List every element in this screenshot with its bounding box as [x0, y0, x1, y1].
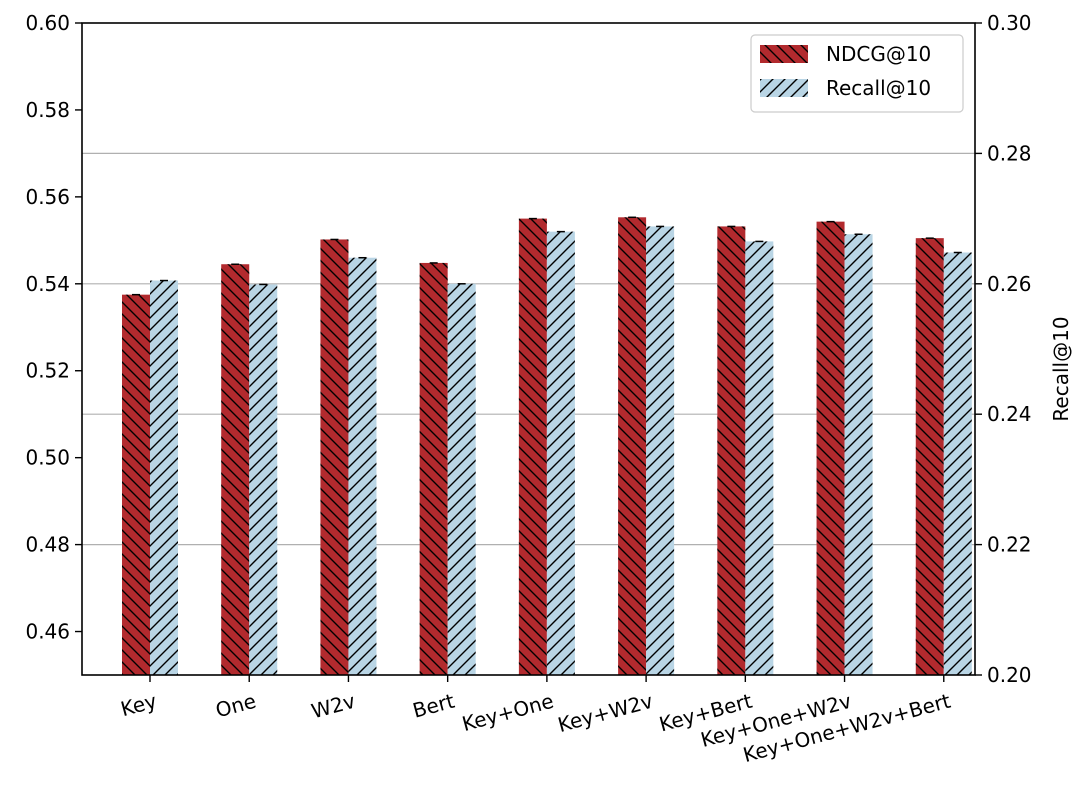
bar-hatch: [844, 234, 873, 676]
bar-hatch: [518, 218, 547, 675]
left-y-axis: 0.46 0.48 0.50 0.52 0.54 0.56 0.58 0.60: [25, 11, 82, 644]
bar-hatch: [646, 226, 675, 675]
plot-frame: [81, 22, 976, 676]
bar-hatch: [447, 283, 476, 675]
bars: [122, 216, 972, 676]
left-tick-label: 0.60: [25, 11, 70, 35]
x-tick-label: Bert: [410, 689, 457, 723]
bar-hatch: [717, 226, 746, 675]
bar-hatch: [249, 284, 278, 675]
x-tick-label: W2v: [309, 689, 358, 724]
left-tick-label: 0.56: [25, 185, 70, 209]
right-tick-label: 0.28: [987, 141, 1032, 165]
right-tick-label: 0.20: [987, 663, 1032, 687]
right-tick-label: 0.30: [987, 11, 1032, 35]
bar-hatch: [915, 238, 944, 675]
left-tick-label: 0.48: [25, 533, 70, 557]
x-tick-label: Key+W2v: [555, 689, 655, 737]
bar-hatch: [150, 280, 178, 675]
left-tick-label: 0.52: [25, 359, 70, 383]
left-tick-label: 0.54: [25, 272, 70, 296]
bar-hatch: [320, 239, 349, 676]
x-tick-label: Key: [118, 689, 159, 722]
right-y-axis-label: Recall@10: [1049, 316, 1073, 421]
legend-swatch-hatch: [760, 45, 808, 63]
bar-hatch: [745, 241, 774, 676]
left-tick-label: 0.46: [25, 620, 70, 644]
right-y-axis: 0.20 0.22 0.24 0.26 0.28 0.30: [975, 11, 1032, 687]
x-tick-label: One: [213, 689, 259, 723]
x-tick-label: Key+One: [459, 689, 556, 736]
bar-hatch: [419, 262, 448, 675]
bar-hatch: [348, 257, 377, 675]
legend: NDCG@10 Recall@10: [750, 34, 964, 113]
legend-label: Recall@10: [826, 76, 931, 100]
left-tick-label: 0.58: [25, 98, 70, 122]
legend-swatch-hatch: [760, 79, 808, 97]
right-tick-label: 0.26: [987, 272, 1032, 296]
bar-hatch: [618, 217, 647, 675]
right-tick-label: 0.22: [987, 533, 1032, 557]
bar-hatch: [943, 252, 972, 675]
left-tick-label: 0.50: [25, 446, 70, 470]
bar-hatch: [221, 264, 250, 675]
bar-hatch: [816, 221, 845, 675]
bar-hatch: [546, 231, 575, 675]
legend-label: NDCG@10: [826, 42, 931, 66]
bar-hatch: [122, 294, 150, 675]
right-tick-label: 0.24: [987, 402, 1032, 426]
